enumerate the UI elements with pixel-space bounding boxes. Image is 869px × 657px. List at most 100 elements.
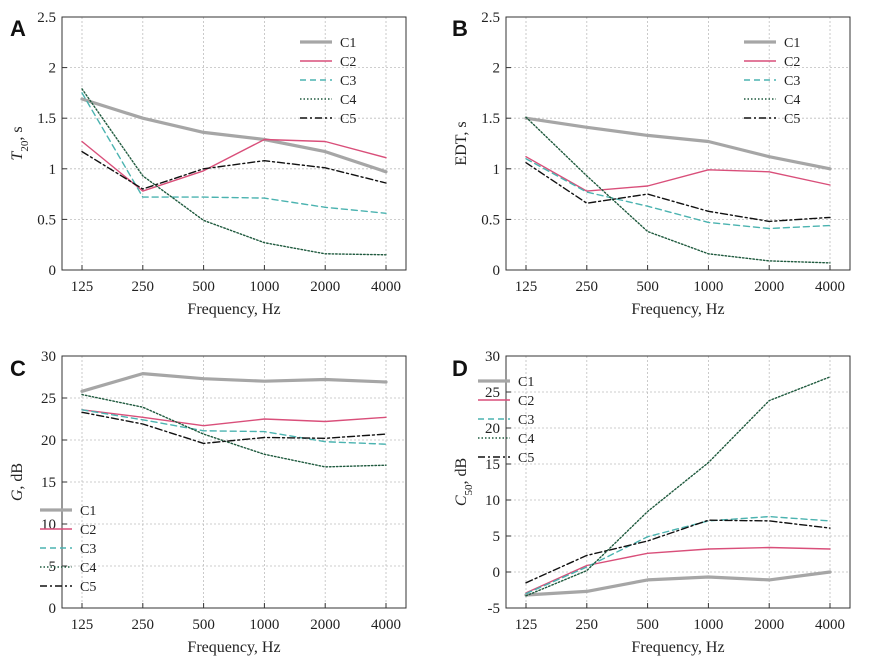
legend-label-c4: C4 (80, 561, 96, 576)
y-tick-label: 1.5 (37, 111, 56, 127)
series-line-c2 (525, 546, 831, 594)
y-tick-label: 5 (493, 529, 501, 545)
legend-label-c3: C3 (518, 413, 534, 428)
x-axis-label: Frequency, Hz (187, 301, 280, 318)
legend-label-c5: C5 (80, 580, 96, 595)
legend-label-c2: C2 (80, 523, 96, 538)
legend-label-c4: C4 (518, 432, 534, 447)
y-tick-label: 0 (49, 263, 57, 279)
panel-letter: A (10, 16, 26, 41)
series-line-c4 (81, 88, 387, 256)
legend-label-c1: C1 (80, 504, 96, 519)
legend-label-c4: C4 (784, 93, 800, 108)
x-tick-label: 250 (576, 279, 599, 295)
y-tick-label: 15 (41, 475, 56, 491)
series-line-c1 (524, 116, 832, 171)
series-line-c5 (525, 519, 831, 584)
series-line-c4 (525, 116, 831, 264)
x-tick-label: 2000 (310, 617, 340, 633)
x-tick-label: 1000 (693, 617, 723, 633)
series-line-c3 (81, 92, 387, 215)
x-tick-label: 500 (636, 279, 659, 295)
legend-label-c2: C2 (518, 394, 534, 409)
y-axis-label: T20, s (9, 126, 31, 160)
legend: C1 C2 C3 C4 C5 (478, 375, 534, 466)
x-axis-label: Frequency, Hz (631, 639, 724, 656)
x-tick-label: 500 (636, 617, 659, 633)
series-line-c1 (524, 570, 832, 597)
panel-letter: D (452, 356, 468, 381)
x-tick-label: 125 (515, 279, 538, 295)
y-tick-label: 2 (49, 61, 57, 77)
x-tick-label: 500 (192, 617, 215, 633)
legend-label-c1: C1 (518, 375, 534, 390)
series-line-c3 (81, 409, 387, 445)
x-tick-label: 250 (576, 617, 599, 633)
series-line-c2 (525, 155, 831, 192)
x-tick-label: 125 (71, 617, 94, 633)
legend-label-c5: C5 (518, 451, 534, 466)
y-tick-label: 10 (485, 493, 500, 509)
legend-label-c2: C2 (340, 55, 356, 70)
x-tick-label: 1000 (249, 279, 279, 295)
series-line-c4 (81, 393, 387, 468)
x-tick-label: 4000 (371, 279, 401, 295)
x-tick-label: 1000 (249, 617, 279, 633)
legend-label-c3: C3 (80, 542, 96, 557)
y-tick-label: 0.5 (37, 212, 56, 228)
y-tick-label: 30 (41, 349, 56, 365)
y-tick-label: 30 (485, 349, 500, 365)
panel-a: A 0 0.5 1 1.5 2 2.5 125 250 500 1000 2000 4000 Freque… (9, 10, 407, 318)
x-tick-label: 4000 (815, 617, 845, 633)
x-tick-label: 2000 (310, 279, 340, 295)
y-tick-label: 0 (493, 263, 501, 279)
y-axis-label: EDT, s (453, 121, 470, 165)
legend-label-c5: C5 (340, 112, 356, 127)
y-tick-label: 1.5 (481, 111, 500, 127)
x-axis-label: Frequency, Hz (187, 639, 280, 656)
series-line-c5 (81, 411, 387, 445)
y-tick-label: 25 (41, 391, 56, 407)
y-tick-label: 0.5 (481, 212, 500, 228)
x-axis-label: Frequency, Hz (631, 301, 724, 318)
x-tick-label: 125 (515, 617, 538, 633)
x-tick-label: 2000 (754, 617, 784, 633)
series-line-c5 (525, 161, 831, 223)
panel-letter: B (452, 16, 468, 41)
y-tick-label: 0 (49, 601, 57, 617)
legend-label-c1: C1 (340, 36, 356, 51)
legend-label-c1: C1 (784, 36, 800, 51)
series-line-c3 (525, 157, 831, 230)
y-tick-label: -5 (488, 601, 501, 617)
y-tick-label: 20 (41, 433, 56, 449)
x-tick-label: 4000 (815, 279, 845, 295)
y-tick-label: 5 (49, 559, 57, 575)
legend-label-c5: C5 (784, 112, 800, 127)
x-tick-label: 2000 (754, 279, 784, 295)
y-tick-label: 2 (493, 61, 501, 77)
panel-d: D -5 0 5 10 15 20 25 30 125 250 500 1000 2000 4000 Freq… (452, 349, 851, 656)
legend: C1 C2 C3 C4 C5 (744, 36, 800, 127)
legend-label-c3: C3 (340, 74, 356, 89)
legend-label-c3: C3 (784, 74, 800, 89)
series-line-c1 (80, 372, 388, 393)
y-tick-label: 15 (485, 457, 500, 473)
series-line-c4 (525, 376, 831, 597)
y-tick-label: 2.5 (37, 10, 56, 26)
legend-label-c4: C4 (340, 93, 356, 108)
plot-frame (505, 16, 851, 271)
series-line-c1 (80, 97, 388, 174)
series-line-c5 (81, 150, 387, 190)
x-tick-label: 500 (192, 279, 215, 295)
y-tick-label: 25 (485, 385, 500, 401)
legend: C1 C2 C3 C4 C5 (300, 36, 356, 127)
x-tick-label: 1000 (693, 279, 723, 295)
plot-frame (505, 355, 851, 609)
y-tick-label: 20 (485, 421, 500, 437)
y-tick-label: 1 (493, 162, 501, 178)
y-tick-label: 1 (49, 162, 57, 178)
x-tick-label: 250 (132, 617, 155, 633)
legend-label-c2: C2 (784, 55, 800, 70)
y-tick-label: 0 (493, 565, 501, 581)
